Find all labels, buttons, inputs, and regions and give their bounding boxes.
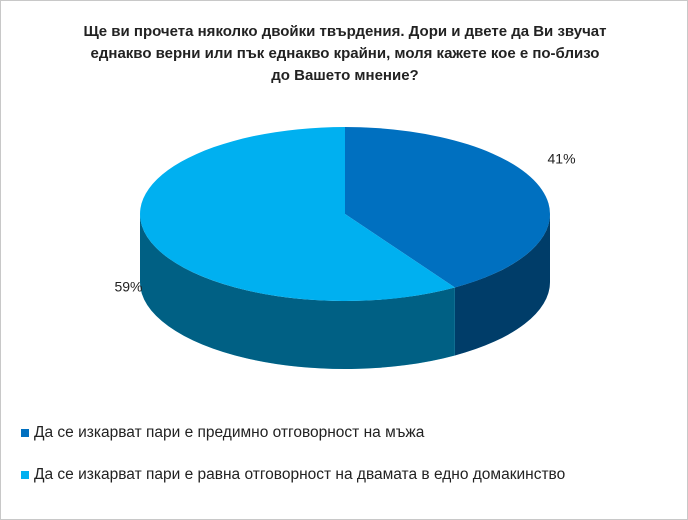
slice-side <box>454 214 550 356</box>
data-label: 41% <box>548 151 576 167</box>
slice <box>345 126 551 288</box>
data-label: 59% <box>114 279 142 295</box>
chart-title: Ще ви прочета няколко двойки твърдения. … <box>83 23 607 84</box>
legend-text: Да се изкарват пари е предимно отговорно… <box>34 424 425 441</box>
side-shade <box>140 214 455 370</box>
slice <box>140 127 455 301</box>
slice-side <box>140 214 455 370</box>
legend-text: Да се изкарват пари е равна отговорност … <box>34 466 565 483</box>
legend-marker <box>21 471 29 479</box>
side-shade <box>454 214 550 356</box>
legend-marker <box>21 429 29 437</box>
